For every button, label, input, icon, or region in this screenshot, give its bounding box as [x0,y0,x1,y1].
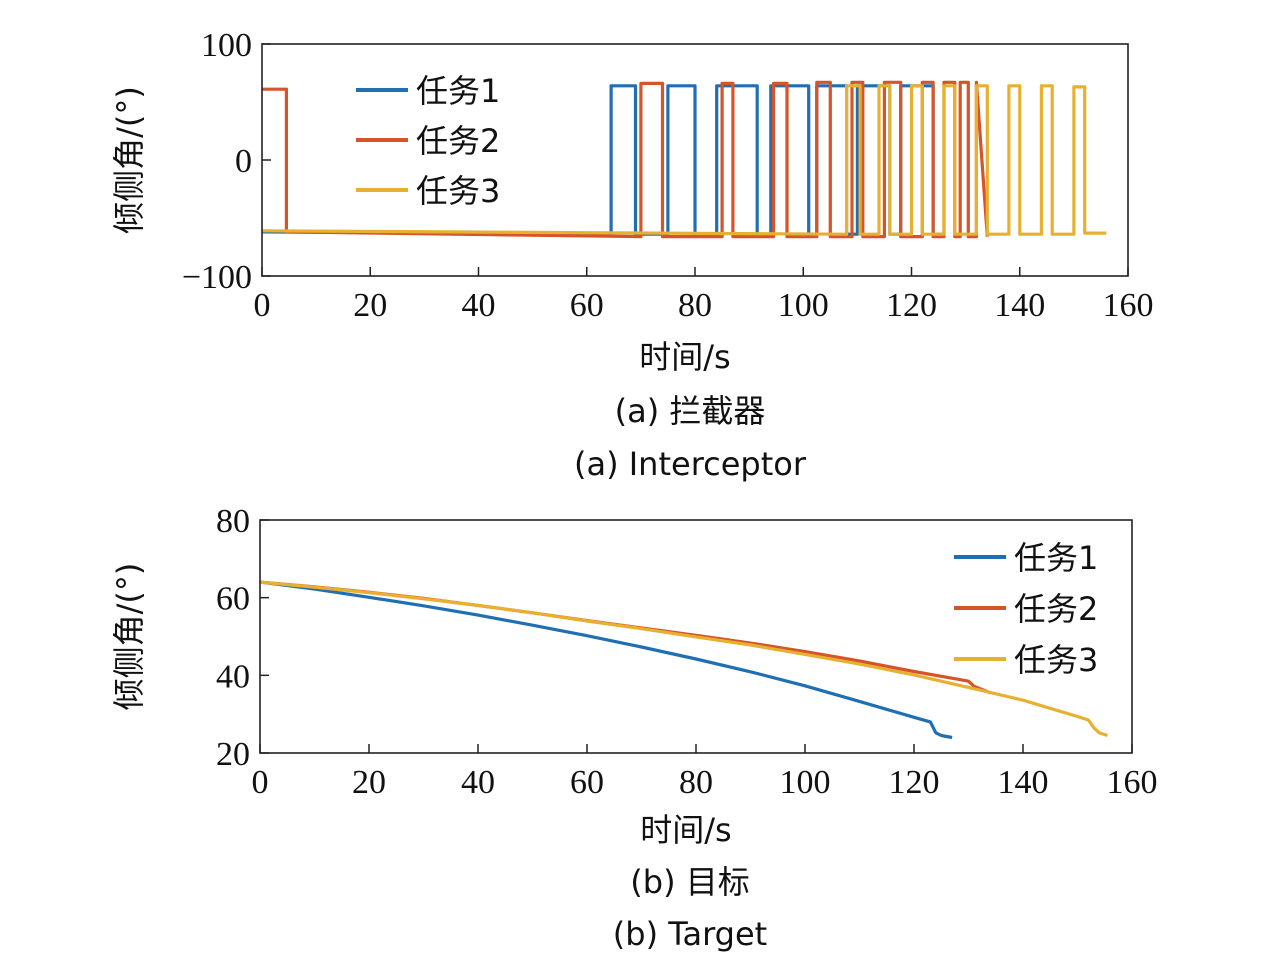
legend-label-task2: 任务2 [416,122,500,160]
panel-b-caption-cn: (b) 目标 [630,863,749,901]
x-tick-label: 0 [254,287,271,324]
x-tick-label: 20 [353,287,387,324]
x-tick-label: 60 [570,287,604,324]
x-tick-label: 120 [889,764,940,801]
x-tick-label: 80 [679,764,713,801]
panel-a-series [261,80,1107,239]
y-tick-label: 20 [216,736,250,773]
panel-a-legend: 任务1 任务2 任务3 [356,72,500,210]
x-tick-label: 0 [252,764,269,801]
x-tick-label: 120 [886,287,937,324]
y-tick-label: 40 [216,658,250,695]
panel-b-x-axis-label: 时间/s [640,811,731,849]
y-tick-label: −100 [182,259,252,296]
x-tick-label: 80 [678,287,712,324]
x-tick-label: 100 [778,287,829,324]
series-line-task3 [261,84,1107,236]
series-line-task3 [259,580,1109,738]
panel-b-series [259,580,1109,740]
panel-a-plot-frame [261,43,1129,277]
legend-label-task1: 任务1 [416,72,500,110]
panel-b-caption-en: (b) Target [613,915,767,953]
x-tick-label: 140 [998,764,1049,801]
x-tick-label: 100 [780,764,831,801]
y-tick-label: 60 [216,581,250,618]
panel-a-caption-en: (a) Interceptor [574,445,807,483]
legend-label-task3: 任务3 [416,172,500,210]
series-line-task1 [261,84,944,236]
x-tick-label: 140 [994,287,1045,324]
panel-b-y-axis-label: 倾侧角/(°) [110,563,148,711]
series-line-task1 [259,580,953,740]
y-tick-label: 0 [235,143,252,180]
y-tick-label: 100 [201,27,252,64]
panel-b-plot-frame [259,519,1133,754]
panel-a-x-axis-label: 时间/s [639,338,730,376]
panel-b-legend: 任务1 任务2 任务3 [954,539,1098,679]
x-tick-label: 160 [1103,287,1154,324]
x-tick-label: 40 [462,287,496,324]
x-tick-label: 40 [461,764,495,801]
legend-label-task1: 任务1 [1014,539,1098,577]
legend-label-task2: 任务2 [1014,590,1098,628]
series-line-task2 [262,80,989,239]
legend-label-task3: 任务3 [1014,641,1098,679]
x-tick-label: 60 [570,764,604,801]
panel-a-caption-cn: (a) 拦截器 [615,392,766,430]
y-tick-label: 80 [216,503,250,540]
x-tick-label: 20 [352,764,386,801]
panel-a-y-axis-label: 倾侧角/(°) [110,86,148,234]
x-tick-label: 160 [1107,764,1158,801]
